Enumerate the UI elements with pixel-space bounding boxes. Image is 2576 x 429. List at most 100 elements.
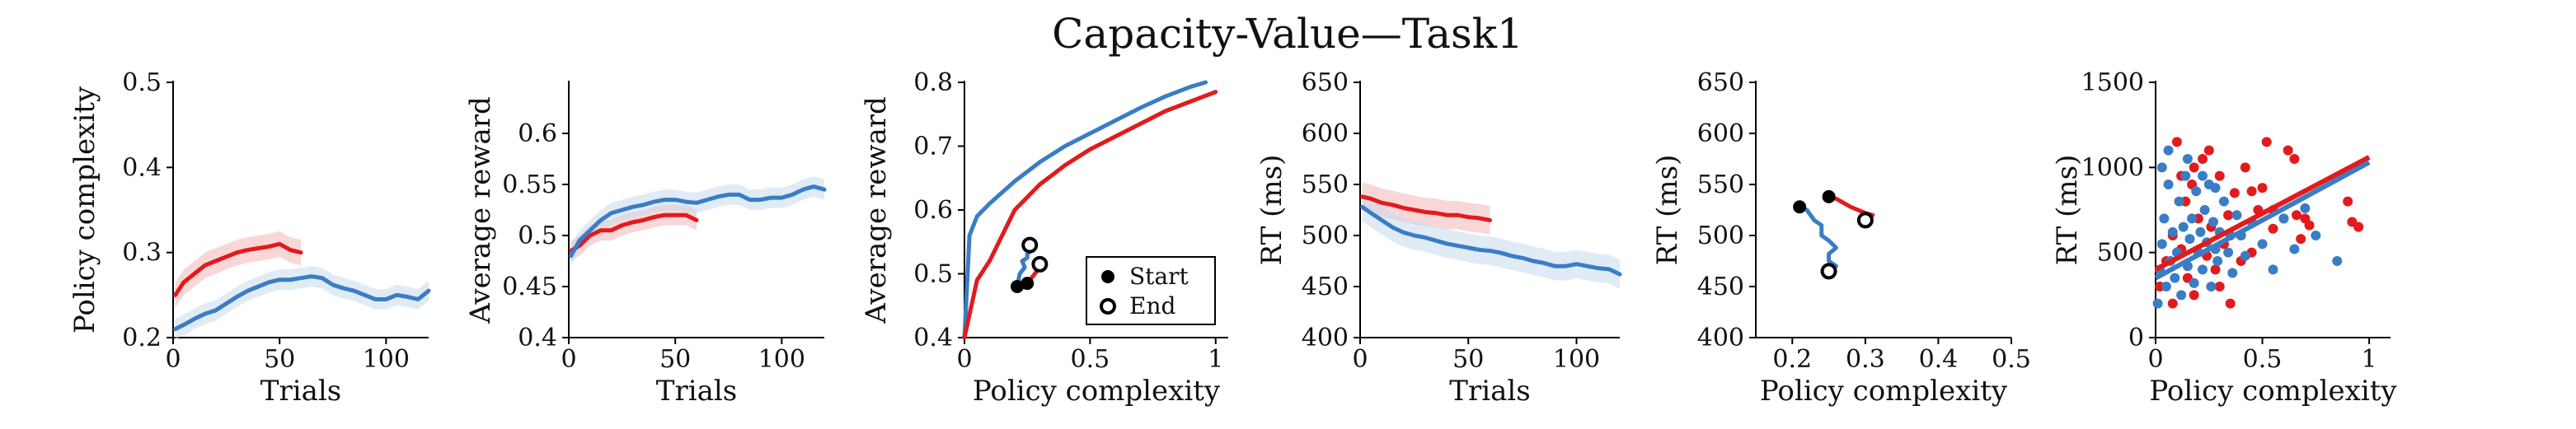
scatter-point-red	[2353, 221, 2364, 232]
scatter-point-blue	[2180, 170, 2191, 181]
end-marker	[1856, 212, 1874, 229]
scatter-point-red	[2210, 264, 2221, 275]
x-tick-label: 0.4	[1919, 345, 1959, 374]
start-marker	[1793, 200, 1807, 214]
x-tick-label: 0	[956, 345, 972, 374]
scatter-point-blue	[2163, 180, 2174, 189]
scatter-point-blue	[2198, 170, 2208, 181]
scatter-point-red	[2240, 162, 2250, 173]
series-band-red	[570, 204, 697, 261]
scatter-point-red	[2304, 220, 2315, 231]
scatter-point-blue	[2174, 196, 2184, 207]
series-band-red	[1362, 182, 1490, 235]
y-tick-label: 600	[1302, 119, 1349, 148]
chart-panel-3: 0 0.5 1 0.4 0.5 0.6 0.7 0.8 Policy complexity Ave…	[860, 68, 1228, 408]
x-axis-label: Trials	[260, 375, 341, 408]
scatter-point-blue	[2257, 239, 2268, 249]
end-marker	[1021, 236, 1039, 254]
x-tick-label: 50	[264, 345, 295, 374]
y-tick-label: 500	[2097, 239, 2144, 268]
x-tick-label: 0	[561, 345, 576, 374]
scatter-point-blue	[2208, 217, 2218, 227]
scatter-point-red	[2171, 137, 2182, 147]
legend-label: End	[1129, 292, 1175, 319]
series-line-red	[1360, 194, 1492, 222]
legend-end-marker	[1100, 298, 1116, 315]
x-axis-label: Trials	[1449, 375, 1530, 408]
scatter-point-blue	[2240, 250, 2250, 261]
start-marker	[1822, 189, 1836, 203]
series-line-blue	[1360, 204, 1622, 277]
series-line-red	[962, 90, 1218, 340]
y-axis-label: RT (ms)	[2051, 155, 2084, 266]
x-tick-label: 0.3	[1846, 345, 1885, 374]
scatter-point-blue	[2311, 231, 2321, 240]
y-axis-label: Policy complexity	[68, 86, 101, 333]
scatter-point-red	[2167, 298, 2178, 309]
scatter-point-red	[2296, 234, 2306, 245]
chart-panel-1: 0 50 100 0.2 0.3 0.4 0.5 Trials Policy complexit…	[68, 68, 431, 408]
scatter-point-blue	[2184, 234, 2195, 245]
x-tick-label: 0.2	[1772, 345, 1812, 374]
scatter-point-blue	[2176, 290, 2187, 301]
y-tick-label: 450	[1302, 273, 1349, 301]
y-tick-label: 0.6	[518, 119, 557, 148]
x-tick-label: 100	[363, 345, 410, 374]
scatter-point-blue	[2163, 145, 2174, 156]
scatter-point-blue	[2167, 226, 2178, 237]
y-tick-label: 0.2	[122, 324, 162, 352]
start-marker	[1011, 280, 1024, 293]
scatter-point-blue	[2223, 247, 2234, 258]
series-line-blue	[569, 184, 827, 259]
y-tick-label: 400	[1697, 324, 1744, 352]
fit-line-blue	[2154, 160, 2371, 281]
x-axis-label: Trials	[656, 375, 737, 408]
scatter-point-blue	[2191, 186, 2202, 197]
legend-start-marker	[1101, 270, 1114, 283]
series-line-red	[173, 241, 303, 297]
x-tick-label: 0.5	[1071, 345, 1110, 374]
legend-label: Start	[1129, 263, 1189, 290]
y-tick-label: 0.5	[518, 221, 557, 250]
scatter-point-blue	[2218, 196, 2229, 207]
series-band-red	[175, 231, 301, 308]
chart-panel-2: 0 50 100 0.4 0.45 0.5 0.55 0.6 Trials Average rew…	[464, 81, 827, 408]
chart-panel-6: 0 0.5 1 0 500 1000 1500 Policy complexity RT (ms…	[2051, 68, 2397, 408]
y-axis-label: RT (ms)	[1651, 155, 1684, 266]
x-tick-label: 0	[165, 345, 181, 374]
scatter-point-red	[2289, 154, 2300, 164]
scatter-point-red	[2189, 290, 2199, 301]
x-tick-label: 1	[1208, 345, 1223, 374]
y-tick-label: 0.3	[122, 239, 162, 268]
scatter-point-red	[2268, 223, 2278, 234]
y-tick-label: 0.5	[913, 260, 953, 289]
scatter-point-red	[2283, 145, 2293, 156]
scatter-point-blue	[2289, 244, 2300, 254]
scatter-point-blue	[2210, 183, 2221, 194]
scatter-point-red	[2203, 145, 2214, 156]
x-tick-label: 50	[1452, 345, 1484, 374]
scatter-point-blue	[2187, 213, 2198, 224]
scatter-point-red	[2189, 162, 2199, 173]
y-tick-label: 0.45	[502, 273, 557, 301]
scatter-point-blue	[2161, 282, 2171, 291]
y-tick-label: 650	[1302, 68, 1349, 97]
scatter-point-blue	[2268, 264, 2278, 275]
x-tick-label: 100	[758, 345, 805, 374]
x-axis-label: Policy complexity	[1760, 375, 2008, 408]
chart-panel-4: 0 50 100 400 450 500 550 600 650 Trials RT (ms)	[1255, 68, 1622, 408]
scatter-point-red	[2229, 188, 2240, 198]
y-tick-label: 1000	[2081, 153, 2144, 182]
y-tick-label: 0.8	[913, 68, 953, 97]
x-tick-label: 1	[2362, 345, 2377, 374]
y-tick-label: 0.55	[502, 170, 557, 199]
scatter-point-red	[2246, 186, 2257, 197]
end-marker	[1820, 263, 1837, 280]
y-tick-label: 500	[1697, 221, 1744, 250]
series-line-red	[569, 212, 699, 254]
scatter-point-red	[2198, 154, 2208, 164]
y-tick-label: 0.7	[913, 133, 953, 161]
scatter-point-blue	[2206, 282, 2217, 291]
scatter-point-blue	[2231, 210, 2242, 221]
